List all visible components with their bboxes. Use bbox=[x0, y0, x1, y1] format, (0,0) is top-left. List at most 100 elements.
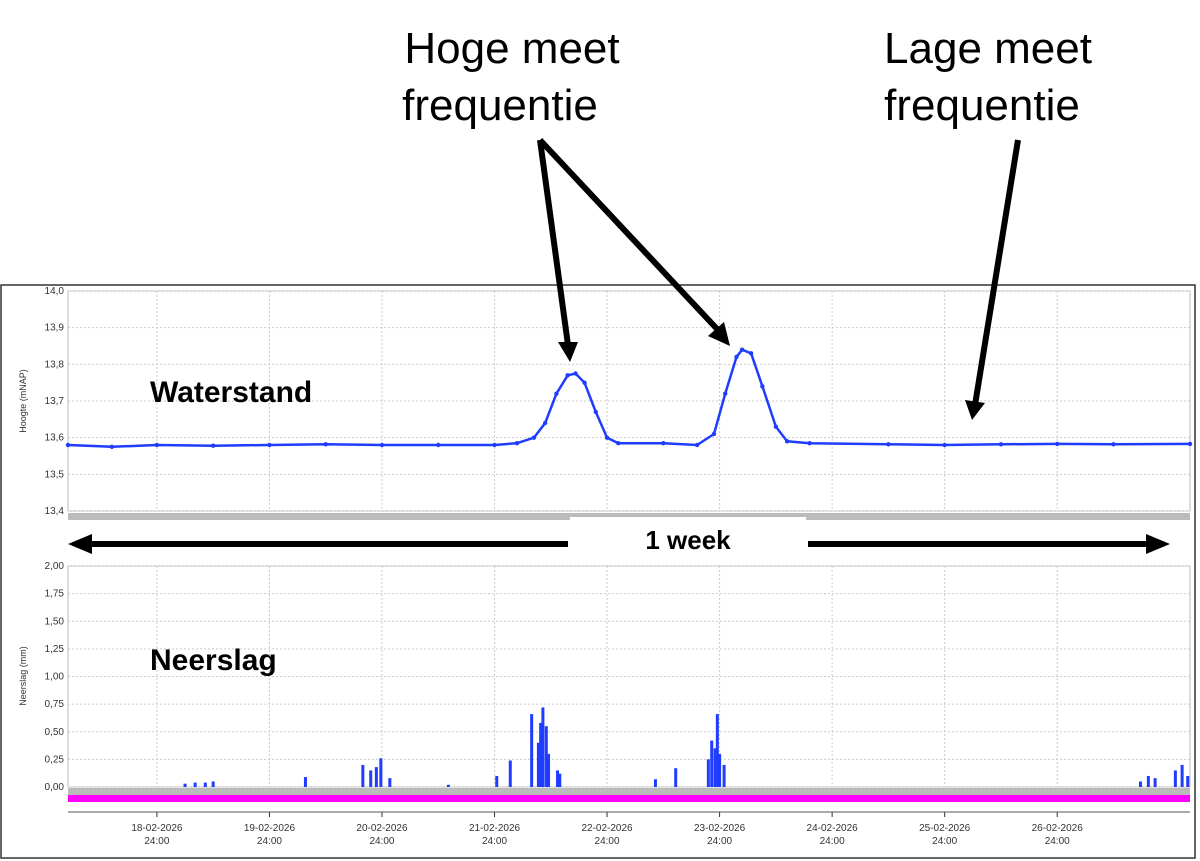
bar bbox=[369, 770, 373, 787]
bar bbox=[1180, 764, 1184, 787]
y-tick-label: 1,75 bbox=[45, 589, 65, 600]
x-tick-label: 24-02-2026 bbox=[807, 823, 859, 834]
point bbox=[554, 391, 559, 396]
x-tick-label: 24:00 bbox=[820, 836, 845, 847]
axis-band bbox=[68, 788, 1190, 795]
point bbox=[723, 391, 728, 396]
point bbox=[661, 440, 666, 446]
x-tick-label: 25-02-2026 bbox=[919, 823, 971, 834]
charts: 13,4 13,5 13,6 13,7 13,8 13,9 14,0 Hoogte (mNAP… bbox=[18, 286, 1193, 847]
bar bbox=[706, 759, 710, 787]
bar bbox=[1186, 775, 1190, 787]
bar bbox=[211, 781, 215, 787]
x-tick-label: 24:00 bbox=[257, 836, 282, 847]
x-tick-label: 24:00 bbox=[1045, 836, 1070, 847]
bar bbox=[1173, 770, 1177, 787]
point bbox=[1111, 442, 1116, 447]
point bbox=[323, 442, 328, 447]
point bbox=[154, 442, 160, 448]
bar bbox=[539, 722, 543, 787]
week-box bbox=[570, 517, 806, 561]
y-tick-label: 13,5 bbox=[45, 469, 65, 480]
y-tick-label: 0,75 bbox=[45, 699, 65, 710]
point bbox=[807, 440, 812, 446]
point bbox=[1187, 441, 1193, 447]
bar bbox=[541, 707, 545, 787]
x-tick-label: 19-02-2026 bbox=[244, 823, 296, 834]
y-axis-label: Neerslag (mm) bbox=[18, 646, 28, 706]
bar bbox=[710, 740, 714, 787]
point bbox=[65, 442, 71, 448]
point bbox=[492, 442, 497, 448]
point bbox=[542, 420, 548, 426]
bar bbox=[1138, 781, 1142, 787]
bar bbox=[193, 782, 197, 787]
bar bbox=[508, 760, 512, 787]
y-tick-label: 0,00 bbox=[45, 782, 65, 793]
y-tick-label: 1,00 bbox=[45, 672, 65, 683]
point bbox=[531, 435, 537, 440]
baseline-band bbox=[68, 795, 1190, 802]
bar bbox=[722, 764, 726, 787]
annotation: frequentie bbox=[402, 81, 598, 130]
bar bbox=[183, 783, 187, 787]
point bbox=[942, 442, 947, 448]
y-tick-label: 13,6 bbox=[45, 433, 65, 444]
point bbox=[109, 444, 115, 450]
y-tick-label: 13,7 bbox=[45, 396, 65, 407]
point bbox=[739, 347, 745, 352]
bar bbox=[715, 714, 719, 787]
x-tick-label: 18-02-2026 bbox=[131, 823, 183, 834]
point bbox=[582, 380, 587, 385]
x-tick-label: 26-02-2026 bbox=[1032, 823, 1084, 834]
point bbox=[604, 435, 610, 440]
x-tick-label: 24:00 bbox=[707, 836, 732, 847]
x-tick-label: 22-02-2026 bbox=[581, 823, 633, 834]
bar bbox=[544, 726, 548, 787]
week-arrow bbox=[68, 534, 1170, 554]
point bbox=[267, 442, 272, 448]
y-tick-label: 13,8 bbox=[45, 359, 65, 370]
point bbox=[694, 442, 700, 448]
x-tick-label: 23-02-2026 bbox=[694, 823, 746, 834]
point bbox=[886, 442, 891, 447]
line bbox=[67, 348, 1191, 449]
series-label: Waterstand bbox=[150, 376, 312, 409]
point bbox=[760, 384, 765, 389]
bar bbox=[713, 748, 717, 787]
x-tick-label: 24:00 bbox=[932, 836, 957, 847]
bar bbox=[374, 767, 378, 787]
arrows bbox=[537, 137, 1021, 420]
bar bbox=[718, 753, 722, 787]
point bbox=[773, 424, 779, 429]
bar bbox=[530, 714, 534, 787]
bar bbox=[674, 768, 678, 787]
bar bbox=[536, 742, 540, 787]
y-tick-label: 2,00 bbox=[45, 561, 65, 572]
bar bbox=[379, 758, 383, 787]
point bbox=[514, 440, 520, 446]
point bbox=[1055, 441, 1060, 447]
bar bbox=[1153, 778, 1157, 787]
bar bbox=[653, 779, 657, 787]
point bbox=[616, 440, 621, 446]
point bbox=[784, 439, 790, 444]
bar bbox=[361, 764, 365, 787]
y-tick-label: 1,50 bbox=[45, 616, 65, 627]
bar bbox=[558, 773, 562, 787]
axis-band bbox=[68, 513, 1190, 520]
point bbox=[998, 442, 1004, 447]
y-tick-label: 0,50 bbox=[45, 727, 65, 738]
annotation: Hoge meet bbox=[404, 24, 619, 73]
series-label: Neerslag bbox=[150, 644, 277, 677]
annotation: Lage meet bbox=[884, 24, 1092, 73]
point bbox=[748, 351, 754, 356]
point bbox=[573, 371, 578, 376]
bar bbox=[446, 784, 450, 787]
bar bbox=[303, 777, 307, 787]
point bbox=[711, 431, 717, 437]
x-tick-label: 24:00 bbox=[482, 836, 507, 847]
x-tick-label: 21-02-2026 bbox=[469, 823, 521, 834]
point bbox=[379, 442, 385, 448]
